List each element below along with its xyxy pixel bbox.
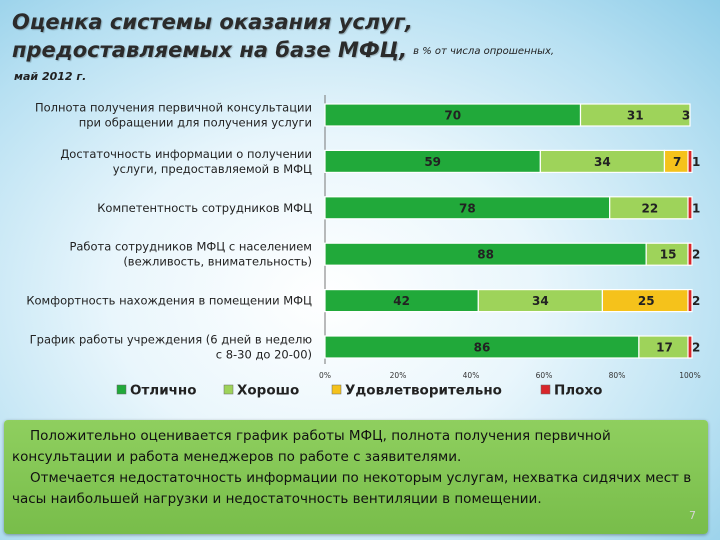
data-label: 31	[627, 109, 644, 123]
category-label: (вежливость, внимательность)	[123, 255, 312, 269]
data-label: 86	[474, 341, 491, 355]
data-label: 3	[682, 109, 690, 123]
bar-segment	[579, 103, 691, 127]
x-tick-label: 40%	[463, 371, 480, 380]
x-tick-label: 80%	[609, 371, 626, 380]
bar-segment	[687, 196, 693, 220]
legend-label: Хорошо	[237, 383, 299, 399]
legend-swatch	[223, 384, 234, 395]
data-label: 22	[641, 201, 658, 215]
legend-swatch	[331, 384, 342, 395]
data-label: 17	[656, 341, 673, 355]
x-tick-label: 100%	[679, 371, 700, 380]
conclusion-paragraph-2: Отмечается недостаточность информации по…	[12, 470, 692, 507]
bar-segment	[687, 335, 693, 359]
bar-segment	[687, 242, 693, 266]
stacked-bar-chart: Полнота получения первичной консультации…	[26, 95, 701, 399]
legend-swatch	[540, 384, 551, 395]
data-label: 2	[692, 294, 700, 308]
category-label: Достаточность информации о получении	[60, 147, 312, 161]
data-label: 1	[692, 201, 700, 215]
legend-swatch	[116, 384, 127, 395]
category-label: услуги, предоставляемой в МФЦ	[113, 162, 312, 176]
conclusion-box: Положительно оценивается график работы М…	[4, 420, 708, 534]
category-label: Работа сотрудников МФЦ с населением	[69, 240, 312, 254]
title-note: в % от числа опрошенных,	[413, 46, 555, 57]
x-tick-label: 20%	[390, 371, 407, 380]
bar-segment	[687, 149, 693, 173]
data-label: 78	[459, 201, 476, 215]
category-label: при обращении для получения услуги	[79, 116, 312, 130]
slide-title: Оценка системы оказания услуг, предостав…	[12, 8, 712, 66]
category-label: График работы учреждения (6 дней в недел…	[30, 333, 313, 347]
category-label: Полнота получения первичной консультации	[35, 101, 312, 115]
data-label: 34	[532, 294, 549, 308]
x-tick-label: 0%	[319, 371, 331, 380]
data-label: 34	[594, 155, 611, 169]
page-number: 7	[689, 509, 696, 522]
data-label: 2	[692, 248, 700, 262]
legend-label: Отлично	[130, 383, 197, 399]
data-label: 59	[424, 155, 441, 169]
x-tick-label: 60%	[536, 371, 553, 380]
title-line-1: Оценка системы оказания услуг,	[12, 10, 413, 34]
title-line-2: предоставляемых на базе МФЦ, в % от числа…	[12, 36, 712, 66]
conclusion-paragraph-1: Положительно оценивается график работы М…	[12, 428, 611, 465]
category-label: с 8-30 до 20-00)	[216, 348, 312, 362]
legend-label: Плохо	[554, 383, 602, 399]
data-label: 1	[692, 155, 700, 169]
category-label: Комфортность нахождения в помещении МФЦ	[26, 294, 312, 308]
data-label: 15	[660, 248, 677, 262]
data-label: 42	[393, 294, 410, 308]
survey-date: май 2012 г.	[14, 70, 87, 83]
data-label: 70	[444, 109, 461, 123]
data-label: 25	[638, 294, 655, 308]
title-line-2-text: предоставляемых на базе МФЦ,	[12, 38, 408, 62]
legend-label: Удовлетворительно	[345, 383, 502, 399]
data-label: 88	[477, 248, 494, 262]
data-label: 7	[673, 155, 681, 169]
category-label: Компетентность сотрудников МФЦ	[97, 201, 312, 215]
data-label: 2	[692, 341, 700, 355]
bar-segment	[687, 289, 693, 313]
